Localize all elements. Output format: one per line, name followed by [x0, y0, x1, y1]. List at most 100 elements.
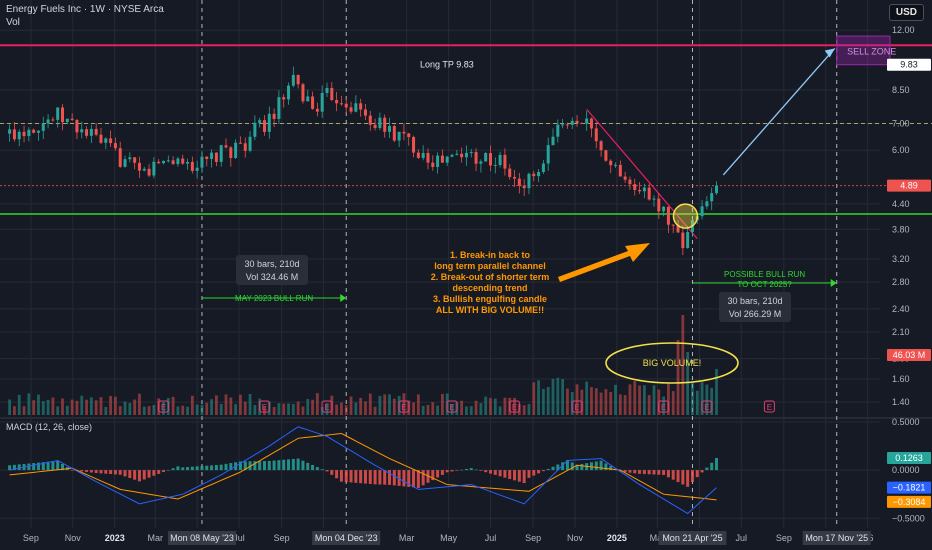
macd-histogram-bar — [229, 463, 233, 471]
volume-bar — [513, 397, 516, 415]
candle-body — [80, 129, 84, 133]
candle-body — [455, 153, 459, 155]
thesis-line: 1. Break-in back to — [450, 250, 531, 260]
macd-histogram-bar — [8, 465, 12, 471]
candle-body — [359, 103, 363, 110]
macd-histogram-bar — [715, 457, 719, 471]
macd-histogram-bar — [445, 470, 449, 473]
date-highlight-label: Mon 04 Dec '23 — [315, 533, 378, 543]
macd-histogram-bar — [27, 463, 31, 471]
candle-body — [493, 164, 497, 166]
candle-body — [686, 232, 690, 249]
volume-bar — [70, 399, 74, 415]
candle-body — [628, 179, 632, 185]
candle-body — [638, 189, 642, 192]
volume-bar — [176, 406, 180, 415]
candle-body — [109, 138, 113, 144]
candle-body — [460, 153, 464, 158]
macd-histogram-bar — [89, 470, 93, 473]
candle-body — [51, 119, 55, 121]
macd-histogram-bar — [618, 470, 622, 472]
price-axis-label: 4.40 — [892, 199, 910, 209]
candle-body — [75, 119, 79, 133]
candle-body — [277, 97, 281, 119]
candle-body — [234, 142, 238, 158]
candle-body — [421, 152, 425, 158]
candle-body — [469, 152, 473, 154]
volume-bar — [383, 394, 387, 415]
volume-bar — [633, 381, 637, 415]
target-arrow-line — [722, 48, 836, 176]
macd-histogram-bar — [392, 470, 396, 486]
candle-body — [407, 133, 411, 138]
volume-bar — [186, 406, 189, 415]
earnings-marker — [701, 400, 713, 413]
candle-body — [22, 131, 26, 137]
breakout-highlight-circle — [672, 203, 699, 229]
candle-body — [190, 161, 194, 171]
x-tick-label: Jul — [233, 533, 245, 543]
macd-histogram-bar — [335, 470, 339, 479]
candle-body — [36, 130, 40, 133]
candle-body — [623, 176, 627, 180]
candle-body — [570, 120, 574, 125]
candle-body — [416, 152, 420, 158]
volume-bar — [22, 406, 26, 415]
volume-bar — [426, 404, 430, 415]
volume-bar — [695, 390, 699, 415]
symbol-title: Energy Fuels Inc · 1W · NYSE Arca — [6, 4, 164, 15]
date-highlight-bg — [658, 531, 727, 545]
macd-histogram-bar — [484, 470, 488, 473]
macd-histogram-bar — [320, 469, 324, 471]
candle-body — [214, 152, 218, 162]
macd-histogram-bar — [123, 470, 127, 477]
x-tick-label: 2025 — [607, 533, 627, 543]
possible-bull-run-arrowhead — [830, 279, 837, 287]
date-highlight-label: Mon 17 Nov '25 — [805, 533, 868, 543]
macd-histogram-bar — [330, 470, 334, 475]
candle-body — [287, 85, 291, 100]
candle-body — [181, 158, 185, 164]
volume-bar — [263, 406, 266, 415]
macd-histogram-bar — [51, 461, 55, 471]
target-arrow-head — [824, 48, 835, 58]
earnings-marker-letter: E — [262, 403, 267, 412]
macd-histogram-bar — [306, 462, 310, 471]
volume-bar — [594, 388, 598, 415]
macd-histogram-bar — [128, 470, 132, 479]
volume-bar — [51, 397, 55, 415]
volume-bar — [75, 400, 79, 415]
volume-bar — [392, 398, 396, 415]
volume-bar — [642, 385, 646, 415]
possible-bull-run-label: POSSIBLE BULL RUN — [724, 270, 805, 279]
macd-histogram-bar — [686, 470, 690, 487]
x-tick-label: Nov — [567, 533, 584, 543]
macd-histogram-bar — [243, 461, 247, 471]
macd-histogram-bar — [700, 470, 704, 473]
candle-body — [118, 148, 122, 167]
price-axis-label: 8.50 — [892, 85, 910, 95]
volume-bar — [291, 403, 295, 415]
candle-body — [161, 160, 165, 164]
macd-histogram-bar — [493, 470, 497, 475]
macd-histogram-bar — [176, 466, 180, 471]
candle-body — [715, 185, 719, 194]
macd-axis-label: −0.5000 — [892, 513, 925, 523]
macd-histogram-bar — [662, 470, 666, 475]
candle-body — [652, 198, 656, 200]
candle-body — [383, 117, 387, 132]
macd-histogram-bar — [359, 470, 363, 484]
candle-body — [291, 74, 295, 86]
macd-histogram-bar — [488, 470, 492, 474]
candle-body — [12, 129, 16, 140]
macd-histogram-bar — [436, 470, 440, 478]
candle-body — [282, 97, 286, 100]
bull-run-2023-arrowhead — [340, 294, 347, 302]
macd-histogram-bar — [671, 470, 675, 480]
volume-bar — [436, 405, 439, 415]
currency-button[interactable]: USD — [888, 4, 924, 21]
volume-bar — [8, 399, 12, 415]
descending-trendline — [586, 108, 698, 240]
